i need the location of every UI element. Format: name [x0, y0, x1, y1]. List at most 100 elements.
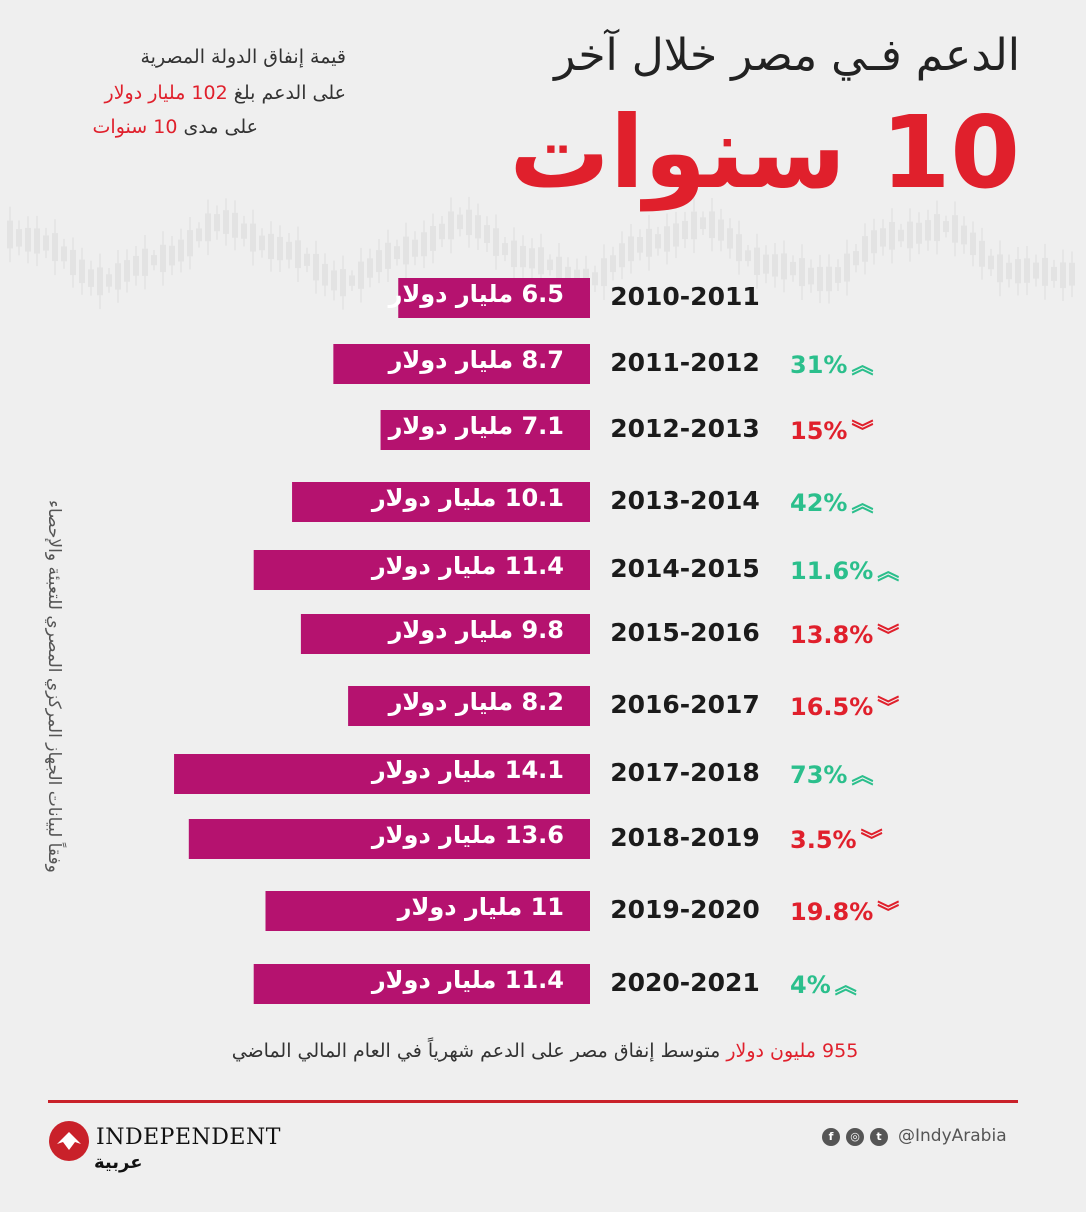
bar-value-label: 13.6 مليار دولار — [372, 821, 564, 849]
bar-value-unit: مليار دولار — [388, 346, 522, 374]
change-percent-value: 42% — [790, 489, 848, 517]
bar-value-unit: مليار دولار — [371, 821, 505, 849]
brand-wordmark: INDEPENDENT — [96, 1125, 281, 1150]
bar-2016-2017 — [348, 686, 590, 726]
instagram-icon[interactable]: ◎ — [846, 1128, 864, 1146]
year-label: 2016-2017 — [610, 690, 760, 719]
bar-value-number: 8.7 — [521, 346, 564, 374]
double-chevron-up-icon: ︽ — [851, 492, 874, 517]
change-percent-value: 31% — [790, 351, 848, 379]
bar-value-unit: مليار دولار — [371, 756, 505, 784]
bar-2012-2013 — [380, 410, 590, 450]
double-chevron-down-icon: ︾ — [851, 420, 874, 445]
brand-arabic-wordmark: عربية — [94, 1152, 143, 1173]
change-percent-value: 11.6% — [790, 557, 874, 585]
twitter-icon[interactable]: t — [870, 1128, 888, 1146]
bar-2017-2018 — [174, 754, 591, 794]
subtitle-line-2: على الدعم بلغ 102 مليار دولار — [105, 82, 346, 104]
change-percent-down: 13.8% ︾ — [790, 618, 899, 650]
bar-value-unit: مليار دولار — [388, 616, 522, 644]
bar-value-label: 11.4 مليار دولار — [372, 552, 564, 580]
year-label: 2019-2020 — [610, 895, 760, 924]
double-chevron-down-icon: ︾ — [877, 901, 900, 926]
bar-value-unit: مليار دولار — [397, 893, 531, 921]
double-chevron-up-icon: ︽ — [851, 354, 874, 379]
bar-2015-2016 — [300, 614, 590, 654]
year-label: 2015-2016 — [610, 618, 760, 647]
change-percent-value: 19.8% — [790, 898, 874, 926]
subtitle-line-3-text: على مدى — [183, 116, 258, 138]
bar-2013-2014 — [292, 482, 590, 522]
year-label: 2020-2021 — [610, 968, 760, 997]
change-percent-value: 16.5% — [790, 693, 874, 721]
double-chevron-down-icon: ︾ — [877, 696, 900, 721]
social-handle[interactable]: @IndyArabia — [898, 1126, 1007, 1146]
change-percent-down: 15% ︾ — [790, 414, 873, 446]
bar-value-label: 7.1 مليار دولار — [389, 412, 564, 440]
change-percent-value: 73% — [790, 761, 848, 789]
bar-value-label: 10.1 مليار دولار — [372, 484, 564, 512]
bar-2011-2012 — [333, 344, 590, 384]
change-percent-value: 4% — [790, 971, 831, 999]
change-percent-down: 16.5% ︾ — [790, 690, 899, 722]
double-chevron-up-icon: ︽ — [834, 974, 857, 999]
bar-value-number: 6.5 — [521, 280, 564, 308]
monthly-average-note: 955 مليون دولار متوسط إنفاق مصر على الدع… — [140, 1040, 950, 1062]
bar-value-number: 11.4 — [504, 552, 564, 580]
bar-2020-2021 — [253, 964, 590, 1004]
bar-value-number: 11 — [530, 893, 564, 921]
source-note: وفقاً لبيانات الجهاز المركزي المصري للتع… — [44, 500, 64, 873]
year-label: 2018-2019 — [610, 823, 760, 852]
change-percent-up: 42% ︽ — [790, 486, 873, 518]
facebook-icon[interactable]: f — [822, 1128, 840, 1146]
subtitle-total-value: 102 مليار دولار — [104, 82, 228, 104]
subtitle-period-value: 10 سنوات — [92, 116, 178, 138]
monthly-average-text: متوسط إنفاق مصر على الدعم شهرياً في العا… — [231, 1040, 721, 1062]
change-percent-down: 3.5% ︾ — [790, 823, 883, 855]
bar-value-label: 11.4 مليار دولار — [372, 966, 564, 994]
independent-logo-icon — [49, 1121, 89, 1161]
change-percent-up: 11.6% ︽ — [790, 554, 899, 586]
change-percent-up: 4% ︽ — [790, 968, 857, 1000]
bar-2018-2019 — [188, 819, 591, 859]
bar-value-number: 8.2 — [521, 688, 564, 716]
year-label: 2017-2018 — [610, 758, 760, 787]
subtitle-line-1: قيمة إنفاق الدولة المصرية — [140, 46, 347, 68]
bar-value-unit: مليار دولار — [388, 412, 522, 440]
change-percent-up: 31% ︽ — [790, 348, 873, 380]
footer-divider — [48, 1100, 1018, 1103]
bar-value-number: 7.1 — [521, 412, 564, 440]
bar-value-unit: مليار دولار — [371, 966, 505, 994]
bar-value-number: 10.1 — [504, 484, 564, 512]
subtitle-line-3: على مدى 10 سنوات — [93, 116, 258, 138]
year-label: 2010-2011 — [610, 282, 760, 311]
change-percent-down: 19.8% ︾ — [790, 895, 899, 927]
bar-value-label: 9.8 مليار دولار — [389, 616, 564, 644]
bar-2010-2011 — [398, 278, 590, 318]
bar-value-label: 14.1 مليار دولار — [372, 756, 564, 784]
change-percent-value: 15% — [790, 417, 848, 445]
bar-value-number: 14.1 — [504, 756, 564, 784]
subtitle-line-2-text: على الدعم بلغ — [233, 82, 346, 104]
bar-value-number: 13.6 — [504, 821, 564, 849]
bar-2014-2015 — [253, 550, 590, 590]
bar-value-label: 6.5 مليار دولار — [389, 280, 564, 308]
year-label: 2012-2013 — [610, 414, 760, 443]
bar-value-label: 8.7 مليار دولار — [389, 346, 564, 374]
bar-value-number: 11.4 — [504, 966, 564, 994]
year-label: 2014-2015 — [610, 554, 760, 583]
change-percent-value: 3.5% — [790, 826, 857, 854]
year-label: 2011-2012 — [610, 348, 760, 377]
social-icons: f ◎ t — [822, 1128, 888, 1146]
change-percent-value: 13.8% — [790, 621, 874, 649]
bar-value-number: 9.8 — [521, 616, 564, 644]
bar-value-label: 8.2 مليار دولار — [389, 688, 564, 716]
change-percent-up: 73% ︽ — [790, 758, 873, 790]
year-label: 2013-2014 — [610, 486, 760, 515]
bar-value-unit: مليار دولار — [388, 688, 522, 716]
monthly-average-value: 955 مليون دولار — [726, 1040, 859, 1062]
bar-2019-2020 — [265, 891, 590, 931]
double-chevron-up-icon: ︽ — [851, 764, 874, 789]
